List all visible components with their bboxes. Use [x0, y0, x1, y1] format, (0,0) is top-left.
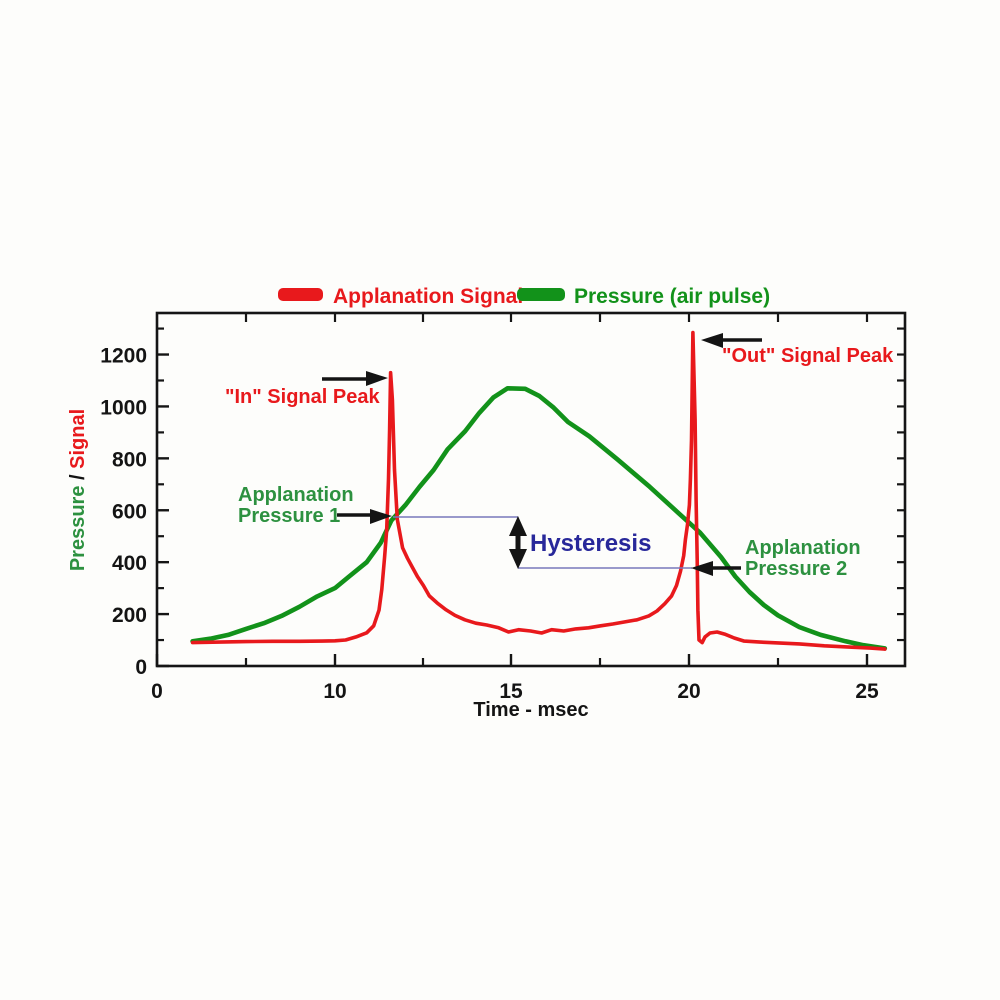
tick-label: 0 [151, 680, 163, 703]
tick-label: 400 [112, 552, 147, 575]
applanation-pressure-2-label-line2: Pressure 2 [745, 558, 847, 580]
x-axis-title: Time - msec [473, 699, 588, 721]
hysteresis-label: Hysteresis [530, 530, 651, 557]
legend-swatch-pressure-air-pulse [517, 288, 565, 301]
tick-label: 15 [499, 680, 523, 703]
applanation-pressure-1-arrow [337, 509, 392, 524]
y-axis-title-signal: Signal [67, 409, 89, 469]
hysteresis-guides [393, 516, 692, 569]
in-signal-peak-label: "In" Signal Peak [225, 386, 380, 408]
annotation-arrows [322, 333, 762, 576]
tick-label: 20 [677, 680, 700, 703]
pressure-air-pulse-curve [190, 385, 888, 651]
out-peak-arrow [701, 333, 762, 348]
legend-label-applanation-signal: Applanation Signal [333, 285, 523, 308]
axis-tick-labels: 0 10 15 20 25 0 200 400 600 800 1000 1200 [100, 345, 879, 703]
applanation-pressure-2-label-line1: Applanation [745, 537, 861, 559]
y-axis-title: Pressure / Signal [67, 409, 89, 571]
tick-label: 25 [855, 680, 879, 703]
applanation-pressure-1-label-line1: Applanation [238, 484, 354, 506]
applanation-pressure-2-arrow [691, 561, 741, 576]
annotations: "In" Signal Peak "Out" Signal Peak Appla… [225, 345, 894, 580]
tick-label: 0 [135, 656, 147, 679]
plot-frame [155, 311, 907, 668]
applanation-pressure-1-label-line2: Pressure 1 [238, 505, 340, 527]
tick-label: 200 [112, 604, 147, 627]
y-axis-title-pressure: Pressure [67, 486, 89, 572]
hysteresis-double-arrow [509, 516, 527, 569]
applanation-signal-curve [190, 330, 887, 651]
legend: Applanation Signal Pressure (air pulse) [278, 285, 770, 308]
tick-label: 1200 [100, 345, 147, 368]
legend-label-pressure-air-pulse: Pressure (air pulse) [574, 285, 770, 308]
in-peak-arrow [322, 371, 388, 386]
tick-label: 10 [323, 680, 346, 703]
tick-label: 600 [112, 500, 147, 523]
tick-label: 1000 [100, 396, 147, 419]
tick-label: 800 [112, 448, 147, 471]
y-axis-title-slash: / [67, 469, 89, 486]
out-signal-peak-label: "Out" Signal Peak [722, 345, 894, 367]
legend-swatch-applanation-signal [278, 288, 323, 301]
